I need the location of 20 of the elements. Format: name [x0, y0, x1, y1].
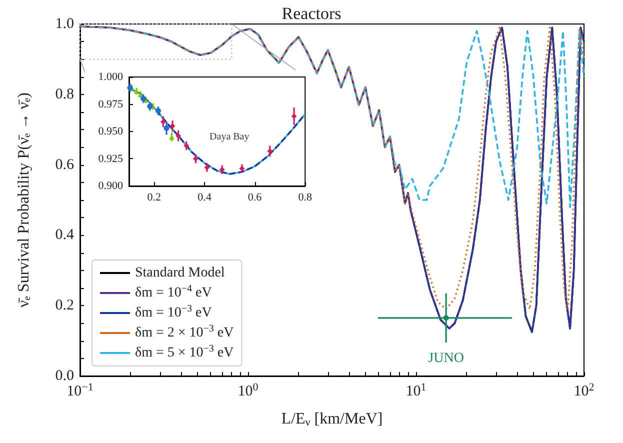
y-tick-label: 0.900: [98, 180, 124, 192]
y-tick-label: 0.950: [98, 126, 124, 138]
y-axis-title: ν̄ₑ Survival Probability P(ν̄ₑ → ν̄ₑ): [16, 92, 32, 308]
x-tick-label: 0.2: [147, 192, 162, 204]
y-tick-label: 1.0: [55, 16, 74, 32]
chart-title: Reactors: [282, 4, 342, 23]
x-tick-label: 0.8: [298, 192, 312, 204]
y-tick-label: 0.2: [55, 298, 74, 314]
y-tick-label: 0.4: [55, 227, 74, 244]
y-tick-label: 1.000: [98, 71, 124, 83]
legend-label: Standard Model: [135, 266, 225, 280]
y-tick-label: 0.0: [55, 368, 74, 384]
y-tick-label: 0.925: [98, 152, 124, 165]
annotation: JUNO: [428, 351, 464, 366]
x-tick-label: 0.4: [198, 192, 212, 204]
annotation: Daya Bay: [210, 131, 250, 142]
y-tick-label: 0.8: [55, 86, 74, 102]
x-tick-label: 0.6: [248, 192, 262, 204]
y-tick-label: 0.6: [55, 156, 74, 173]
y-tick-label: 0.975: [98, 98, 124, 110]
